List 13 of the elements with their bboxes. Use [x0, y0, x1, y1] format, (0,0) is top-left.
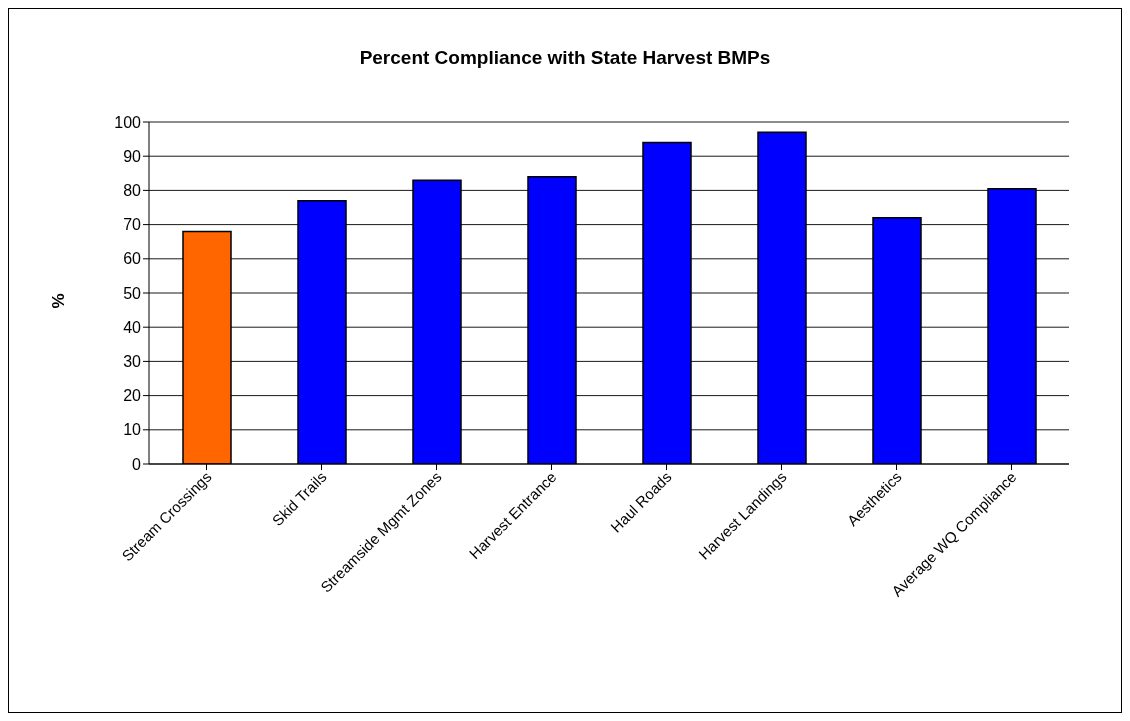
y-axis-title: % [48, 293, 69, 309]
y-tick-label: 20 [123, 387, 142, 405]
y-tick-label: 80 [123, 182, 142, 200]
y-tick-label: 30 [123, 353, 142, 371]
y-tick-label: 100 [114, 113, 142, 131]
y-tick-label: 90 [123, 147, 142, 165]
y-tick-label: 0 [132, 455, 142, 473]
y-tick-label: 60 [123, 250, 142, 268]
y-tick-label: 50 [123, 284, 142, 302]
y-tick-label: 40 [123, 318, 142, 336]
y-tick-label: 70 [123, 216, 142, 234]
y-tick-label: 10 [123, 421, 142, 439]
chart-title: Percent Compliance with State Harvest BMPs [358, 47, 772, 69]
